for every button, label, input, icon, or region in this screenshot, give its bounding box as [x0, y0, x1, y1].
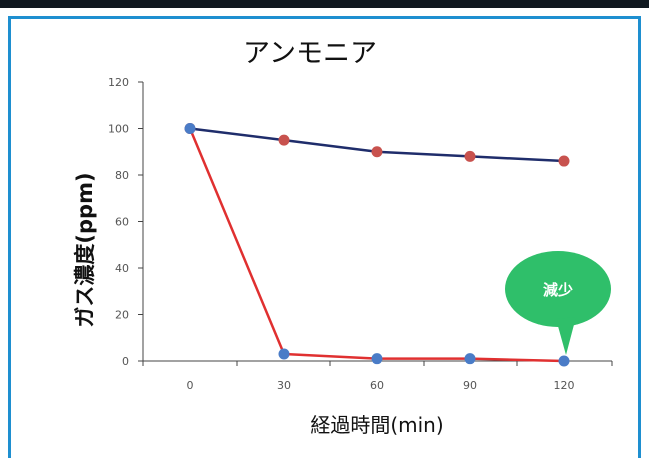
data-point: [464, 150, 476, 162]
y-tick-label: 60: [115, 216, 129, 229]
y-axis-title: ガス濃度(ppm): [73, 172, 97, 327]
data-point: [558, 155, 570, 167]
series-line: [188, 128, 565, 363]
y-tick-label: 20: [115, 309, 129, 322]
y-tick-label: 120: [108, 76, 129, 89]
callout-ellipse: [505, 251, 611, 327]
y-tick-label: 80: [115, 169, 129, 182]
data-point: [371, 353, 383, 365]
x-tick-label: 90: [463, 379, 477, 392]
annotation-group: 減少: [505, 251, 611, 355]
series-1: [184, 123, 570, 167]
x-tick-label: 60: [370, 379, 384, 392]
y-tick-labels: 0 20 40 60 80 100 120: [108, 76, 129, 368]
x-tick-labels: 0 30 60 90 120: [187, 379, 575, 392]
chart-panel: [8, 16, 641, 458]
y-tick-label: 100: [108, 123, 129, 136]
x-axis-title: 経過時間(min): [310, 413, 443, 437]
callout-label: 減少: [543, 281, 573, 299]
y-tick-label: 40: [115, 262, 129, 275]
data-point: [184, 123, 196, 134]
data-point: [278, 134, 290, 146]
x-tick-label: 30: [277, 379, 291, 392]
series-group: [184, 123, 570, 367]
data-point: [464, 353, 476, 365]
data-point: [371, 146, 383, 158]
callout-bubble: 減少: [505, 251, 611, 355]
series-2: [184, 123, 570, 367]
x-tick-label: 0: [187, 379, 194, 392]
data-point: [278, 348, 290, 360]
y-tick-label: 0: [122, 355, 129, 368]
chart-title: アンモニア: [243, 38, 377, 69]
data-point: [558, 355, 570, 367]
x-tick-label: 120: [554, 379, 575, 392]
y-axis-title-text: ガス濃度(ppm): [73, 172, 97, 327]
callout-pointer: [556, 317, 576, 355]
